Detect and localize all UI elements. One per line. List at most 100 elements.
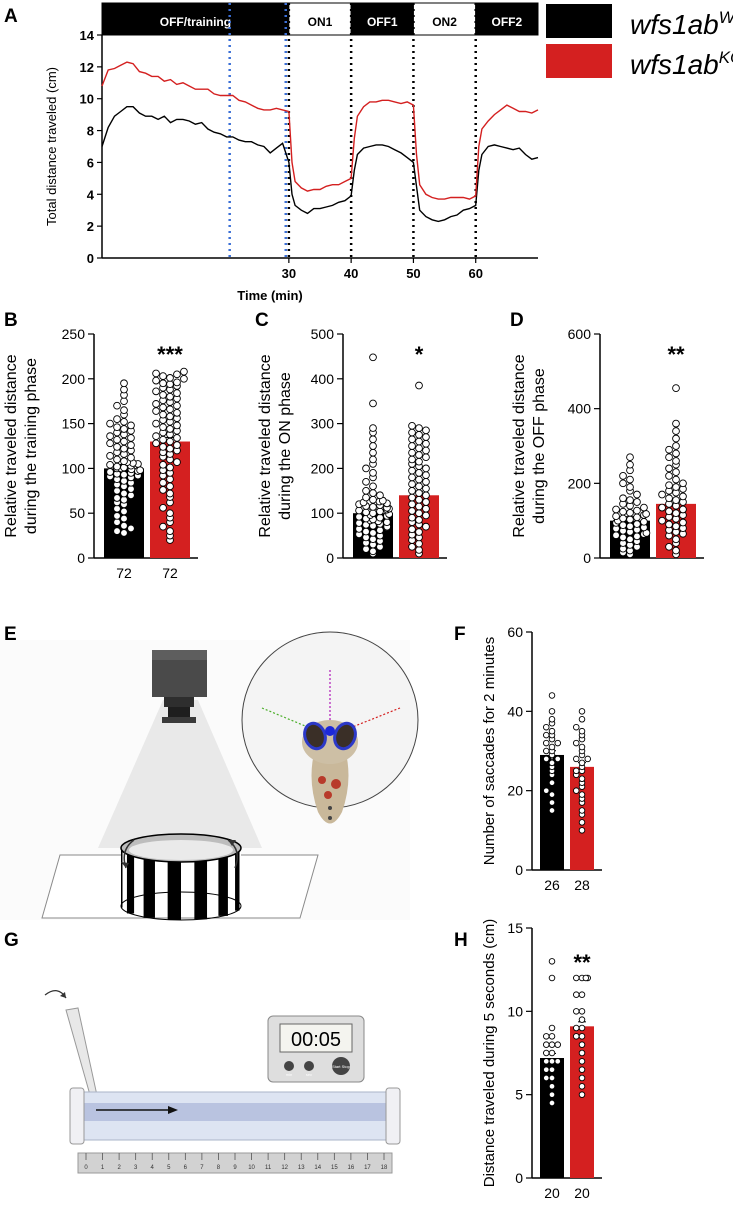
data-point <box>665 481 673 490</box>
data-point <box>548 1058 556 1065</box>
data-point <box>376 513 384 522</box>
y-tick-label: 6 <box>87 155 94 170</box>
data-point <box>173 378 181 387</box>
data-point <box>408 493 416 502</box>
data-point <box>113 423 121 432</box>
data-point <box>415 489 423 497</box>
data-point <box>415 444 423 453</box>
data-point <box>173 441 181 449</box>
ruler-label: 7 <box>200 1165 204 1171</box>
data-point <box>369 448 377 457</box>
timer-button-min: min <box>286 1072 292 1077</box>
data-point <box>665 520 673 529</box>
data-point <box>369 482 377 491</box>
data-point <box>408 421 416 430</box>
data-point <box>106 439 114 448</box>
panel-letter-c: C <box>255 310 269 331</box>
data-point <box>159 478 167 487</box>
data-point <box>166 489 174 498</box>
data-point <box>180 367 188 376</box>
data-point <box>548 1041 556 1048</box>
y-tick-label: 4 <box>87 187 95 202</box>
data-point <box>578 775 586 783</box>
data-point <box>415 539 423 548</box>
data-point <box>679 492 687 501</box>
data-point <box>422 433 430 441</box>
data-point <box>120 521 128 530</box>
significance-marker: *** <box>157 342 183 367</box>
data-point <box>672 509 680 518</box>
data-point <box>415 546 423 554</box>
y-axis-label: Total distance traveled (cm) <box>44 67 59 226</box>
data-point <box>679 518 687 527</box>
data-point <box>159 460 167 469</box>
series-line-ko <box>101 61 539 200</box>
data-point <box>120 397 128 406</box>
data-point <box>554 1058 561 1065</box>
phase-label: ON2 <box>432 15 457 29</box>
data-point <box>120 457 128 466</box>
data-point <box>626 508 634 517</box>
data-point <box>127 485 135 493</box>
data-point <box>578 1066 586 1073</box>
data-point <box>159 403 167 412</box>
data-point <box>672 468 680 476</box>
y-axis-label: Relative traveled distance <box>511 354 528 537</box>
x-tick-label: 60 <box>468 266 482 281</box>
ruler-label: 12 <box>281 1165 288 1171</box>
data-point <box>415 381 423 390</box>
drum-bottom <box>120 891 242 921</box>
data-point <box>120 507 128 516</box>
data-point <box>640 503 648 512</box>
data-point <box>166 437 174 446</box>
data-point <box>120 529 128 537</box>
y-tick-label: 2 <box>87 219 94 234</box>
panel-letter-g: G <box>4 930 19 951</box>
data-point <box>408 428 416 437</box>
data-point <box>106 419 114 428</box>
data-point <box>362 493 370 502</box>
data-point <box>543 1066 550 1073</box>
x-tick-label: 50 <box>406 266 420 281</box>
data-point <box>152 387 160 396</box>
drum-stripe <box>126 848 135 914</box>
data-point <box>672 442 680 450</box>
data-point <box>369 529 377 537</box>
data-point <box>113 486 121 495</box>
data-point <box>612 531 620 540</box>
data-point <box>408 466 416 475</box>
data-point <box>543 787 550 794</box>
data-point <box>578 827 586 834</box>
data-point <box>672 522 680 531</box>
data-point <box>548 1074 556 1082</box>
data-point <box>619 494 627 503</box>
data-point <box>578 1058 586 1065</box>
ruler-label: 4 <box>151 1165 155 1171</box>
data-point <box>573 991 580 998</box>
data-point <box>106 432 114 440</box>
data-point <box>422 446 430 455</box>
data-point <box>120 489 128 498</box>
data-point <box>548 1066 556 1073</box>
data-point <box>362 486 370 495</box>
y-tick-label: 12 <box>80 60 94 75</box>
ruler-label: 9 <box>233 1165 237 1171</box>
data-point <box>543 1074 550 1082</box>
ruler-label: 15 <box>331 1165 338 1171</box>
data-point <box>408 513 416 522</box>
n-label: 72 <box>162 565 178 581</box>
data-point <box>548 716 556 723</box>
ruler-label: 11 <box>265 1165 272 1171</box>
data-point <box>554 1041 561 1048</box>
data-point <box>415 528 423 536</box>
data-point <box>355 512 363 521</box>
data-point <box>369 489 377 497</box>
y-tick-label: 15 <box>507 920 523 936</box>
y-tick-label: 400 <box>311 371 335 387</box>
y-tick-label: 200 <box>568 475 592 491</box>
data-point <box>626 522 634 531</box>
data-point <box>159 379 167 388</box>
data-point <box>672 449 680 458</box>
data-point <box>173 458 181 466</box>
